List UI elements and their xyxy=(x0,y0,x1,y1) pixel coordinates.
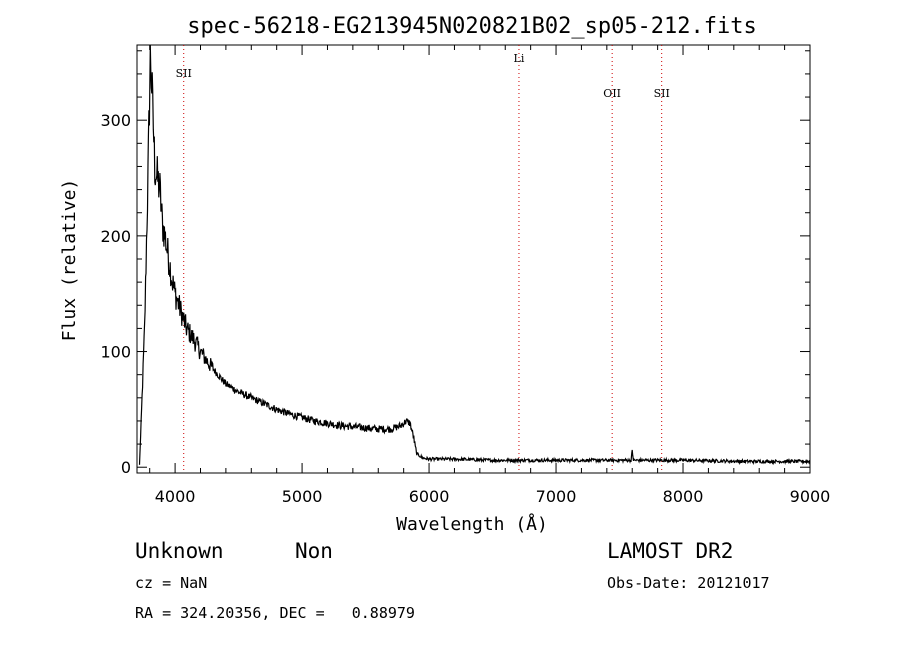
coordinates: RA = 324.20356, DEC = 0.88979 xyxy=(135,604,415,622)
obs-date: Obs-Date: 20121017 xyxy=(607,574,770,592)
spectrum-series xyxy=(138,44,811,466)
y-tick-label: 300 xyxy=(100,111,131,130)
class-right: Non xyxy=(295,539,333,563)
plot-border xyxy=(136,44,811,474)
line-label-0: SII xyxy=(176,67,192,80)
x-tick-label: 8000 xyxy=(663,487,704,506)
plot-frame xyxy=(136,44,811,474)
spectrum-chart: spec-56218-EG213945N020821B02_sp05-212.f… xyxy=(59,14,831,535)
x-axis-label: Wavelength (Å) xyxy=(396,513,548,535)
x-axis-ticks: 4000 5000 6000 7000 8000 9000 xyxy=(149,45,831,506)
line-label-2: OII xyxy=(603,87,621,100)
x-tick-label: 5000 xyxy=(282,487,323,506)
x-tick-label: 6000 xyxy=(409,487,450,506)
y-axis-label: Flux (relative) xyxy=(59,179,80,342)
y-tick-label: 0 xyxy=(121,458,131,477)
spectrum-line xyxy=(138,44,811,466)
redshift-cz: cz = NaN xyxy=(135,574,208,592)
class-left: Unknown xyxy=(135,539,224,563)
line-label-1: Li xyxy=(514,52,525,65)
y-tick-label: 200 xyxy=(100,227,131,246)
x-tick-label: 7000 xyxy=(536,487,577,506)
y-axis-ticks: 0 100 200 300 xyxy=(100,50,810,477)
x-tick-label: 4000 xyxy=(155,487,196,506)
spectral-line-markers: SII Li OII SII xyxy=(176,45,670,473)
survey-name: LAMOST DR2 xyxy=(607,539,734,563)
y-tick-label: 100 xyxy=(100,343,131,362)
x-tick-label: 9000 xyxy=(790,487,831,506)
chart-title: spec-56218-EG213945N020821B02_sp05-212.f… xyxy=(187,14,757,39)
line-label-3: SII xyxy=(654,87,670,100)
